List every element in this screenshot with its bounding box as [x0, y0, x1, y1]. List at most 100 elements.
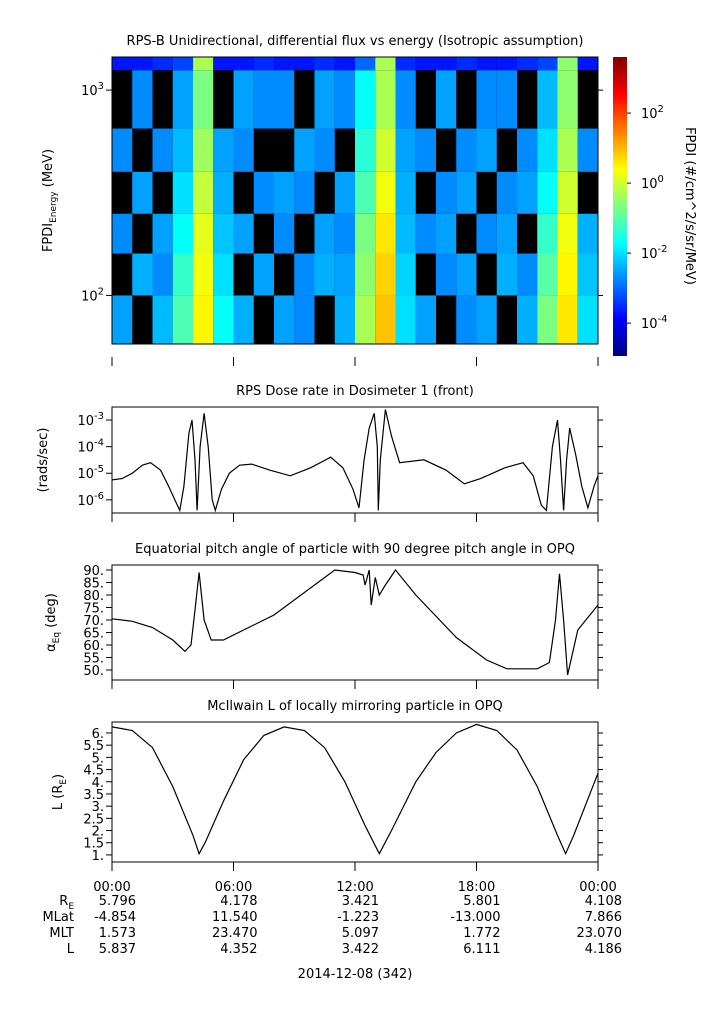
- y-tick-label: 90.: [83, 564, 104, 579]
- spectrogram-cell: [152, 295, 173, 344]
- spectrogram-cell: [415, 213, 436, 254]
- spectrogram-cell: [456, 57, 477, 71]
- y-tick-label: 103: [81, 81, 104, 99]
- x-tick-label: 00:00: [579, 880, 616, 895]
- spectrogram-cell: [517, 253, 538, 296]
- y-tick-label: 2.5: [83, 812, 104, 827]
- spectrogram-cell: [172, 253, 193, 296]
- spectrogram-cell: [577, 253, 598, 296]
- ephemeris-value: 23.070: [577, 926, 623, 941]
- ephemeris-value: 1.772: [463, 926, 500, 941]
- panel-title: RPS Dose rate in Dosimeter 1 (front): [236, 384, 474, 399]
- y-tick-label: 80.: [83, 589, 104, 604]
- spectrogram-cell: [172, 57, 193, 71]
- spectrogram-cell: [537, 171, 558, 214]
- spectrogram-cell: [537, 253, 558, 296]
- y-tick-label: 5.5: [83, 739, 104, 754]
- x-tick-label: 18:00: [458, 880, 495, 895]
- y-tick-label: 60.: [83, 639, 104, 654]
- label-part: R: [59, 894, 68, 909]
- colorbar-tick-label: 10-2: [641, 244, 668, 262]
- spectrogram-cell: [496, 253, 517, 296]
- spectrogram-cell: [152, 57, 173, 71]
- spectrogram-cell: [314, 213, 335, 254]
- spectrogram-cell: [355, 128, 376, 172]
- ephemeris-value: -4.854: [94, 910, 136, 925]
- spectrogram-cell: [193, 213, 214, 254]
- spectrogram-cell: [496, 70, 517, 129]
- spectrogram-cell: [577, 57, 598, 71]
- y-axis-label: FPDIEnergy (MeV): [41, 149, 59, 252]
- spectrogram-cell: [476, 295, 497, 344]
- spectrogram-cell: [294, 171, 315, 214]
- spectrogram-cell: [132, 70, 153, 129]
- spectrogram-cell: [193, 128, 214, 172]
- plot-frame: [111, 564, 599, 681]
- spectrogram-cell: [334, 70, 355, 129]
- label-part: MLT: [49, 926, 74, 941]
- spectrogram-cell: [213, 57, 234, 71]
- y-tick-label: 1.5: [83, 837, 104, 852]
- spectrogram-cell: [233, 128, 254, 172]
- spectrogram-cell: [213, 295, 234, 344]
- spectrogram-cell: [577, 213, 598, 254]
- spectrogram-cell: [476, 128, 497, 172]
- spectrogram-cell: [577, 128, 598, 172]
- plot-frame: [111, 56, 599, 345]
- spectrogram-cell: [557, 70, 578, 129]
- spectrogram-cell: [334, 253, 355, 296]
- spectrogram-cell: [395, 70, 416, 129]
- colorbar-tick-label: 100: [641, 174, 664, 192]
- spectrogram-cell: [172, 70, 193, 129]
- spectrogram-cell: [496, 171, 517, 214]
- spectrogram-cell: [476, 70, 497, 129]
- spectrogram-cell: [233, 57, 254, 71]
- spectrogram-cell: [274, 57, 295, 71]
- spectrogram-cell: [496, 213, 517, 254]
- ephemeris-value: 4.186: [585, 942, 622, 957]
- y-tick-label: 4.: [92, 776, 104, 791]
- spectrogram-cell: [375, 171, 396, 214]
- spectrogram-cell: [375, 295, 396, 344]
- spectrogram-cell: [395, 295, 416, 344]
- y-axis-label: (rads/sec): [36, 428, 51, 493]
- spectrogram-cell: [436, 213, 457, 254]
- spectrogram-cell: [436, 253, 457, 296]
- label-part: Eq: [52, 632, 62, 643]
- spectrogram-cell: [517, 295, 538, 344]
- spectrogram-cell: [112, 295, 133, 344]
- spectrogram-cell: [375, 128, 396, 172]
- spectrogram-cell: [233, 295, 254, 344]
- spectrogram-cell: [294, 253, 315, 296]
- label-part: E: [68, 902, 74, 912]
- spectrogram-cell: [517, 57, 538, 71]
- spectrogram-cell: [334, 171, 355, 214]
- y-tick-label: 5.: [92, 751, 104, 766]
- y-tick-label: 65.: [83, 627, 104, 642]
- label-part: (rads/sec): [36, 428, 51, 493]
- spectrogram-cell: [537, 70, 558, 129]
- spectrogram-cell: [415, 295, 436, 344]
- spectrogram-cell: [314, 70, 335, 129]
- spectrogram-cell: [355, 253, 376, 296]
- panel-title: McIlwain L of locally mirroring particle…: [207, 699, 503, 714]
- spectrogram-cell: [476, 57, 497, 71]
- label-part: L (R: [51, 785, 66, 810]
- ephemeris-value: 3.421: [342, 894, 379, 909]
- spectrogram-cell: [112, 57, 133, 71]
- spectrogram-cell: [172, 295, 193, 344]
- x-tick-label: 12:00: [336, 880, 373, 895]
- spectrogram-cell: [517, 128, 538, 172]
- spectrogram-cell: [253, 70, 274, 129]
- y-axis-label: αEq (deg): [44, 593, 62, 652]
- spectrogram-cell: [436, 57, 457, 71]
- label-part: Energy: [49, 191, 59, 223]
- spectrogram-cell: [456, 128, 477, 172]
- ephemeris-value: -1.223: [337, 910, 379, 925]
- spectrogram-cell: [476, 213, 497, 254]
- spectrogram-cell: [557, 57, 578, 71]
- ephemeris-label: RE: [59, 894, 74, 912]
- data-line: [111, 409, 599, 513]
- spectrogram-cell: [253, 57, 274, 71]
